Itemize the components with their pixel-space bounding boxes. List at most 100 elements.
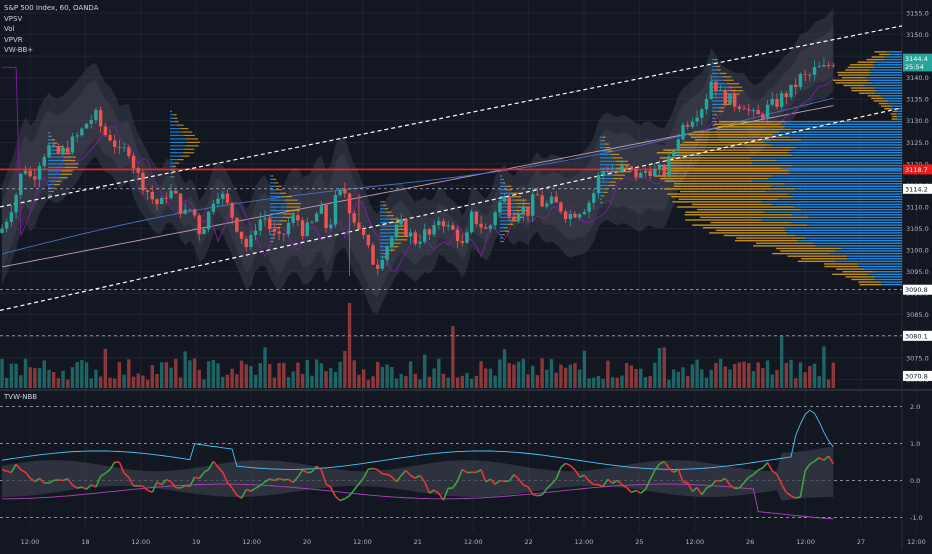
candle-body <box>376 265 379 269</box>
candle-body <box>94 110 97 120</box>
profile-bar-up <box>762 219 902 220</box>
price-tick-label: 3075.0 <box>906 354 929 362</box>
profile-bar-up <box>785 183 902 184</box>
profile-bar-up <box>772 204 902 205</box>
candle-body <box>198 215 201 234</box>
candle-body <box>52 145 55 146</box>
session-bar-down <box>729 90 743 91</box>
volume-bar <box>5 378 8 388</box>
profile-bar-up <box>875 276 902 277</box>
session-bar-up <box>270 241 272 242</box>
price-label: 3080.1 <box>905 332 928 340</box>
session-bar-down <box>49 198 50 199</box>
volume-bar <box>724 366 727 388</box>
volume-bar <box>484 368 487 388</box>
profile-bar-down <box>891 113 897 114</box>
time-tick-label: 26 <box>746 538 754 546</box>
profile-bar-up <box>795 235 902 236</box>
candle-body <box>634 169 637 178</box>
profile-bar-up <box>778 199 902 200</box>
profile-bar-down <box>669 170 789 171</box>
candle-body <box>122 147 125 148</box>
candle-body <box>648 171 651 176</box>
volume-bar <box>564 368 567 388</box>
volume-bar <box>334 372 337 388</box>
price-tick-label: 3095.0 <box>906 268 929 276</box>
legend-item-vol[interactable]: Vol <box>4 24 98 35</box>
volume-bar <box>353 360 356 388</box>
candle-body <box>348 194 351 214</box>
legend-item-vpvr[interactable]: VPVR <box>4 35 98 46</box>
candle-body <box>742 109 745 110</box>
volume-bar <box>61 371 64 388</box>
candle-body <box>104 126 107 135</box>
volume-bar <box>813 364 816 388</box>
indicator-title[interactable]: TVW-NBB <box>4 393 37 401</box>
session-bar-up <box>500 234 503 235</box>
candle-body <box>601 171 604 175</box>
candle-body <box>400 219 403 224</box>
profile-bar-down <box>872 56 885 57</box>
session-bar-down <box>63 160 75 161</box>
volume-bar <box>677 372 680 388</box>
session-bar-down <box>507 224 513 225</box>
session-bar-down <box>384 205 387 206</box>
volume-bar <box>592 378 595 388</box>
profile-bar-up <box>877 90 902 91</box>
candle-body <box>573 214 576 218</box>
profile-bar-up <box>768 178 902 179</box>
legend-item-vwbb[interactable]: VW-BB+ <box>4 45 98 56</box>
profile-bar-up <box>868 274 902 275</box>
session-bar-up <box>600 147 606 148</box>
session-bar-up <box>500 186 506 187</box>
volume-bar <box>146 380 149 388</box>
volume-bar <box>268 364 271 388</box>
volume-bar <box>625 363 628 388</box>
volume-bar <box>43 360 46 388</box>
profile-bar-down <box>860 284 882 285</box>
candle-body <box>287 223 290 234</box>
volume-bar <box>385 364 388 388</box>
profile-bar-down <box>881 105 892 106</box>
profile-bar-up <box>764 142 902 143</box>
session-bar-down <box>604 188 608 189</box>
candle-body <box>733 93 736 106</box>
volume-bar <box>808 366 811 388</box>
candle-body <box>625 165 628 166</box>
candle-body <box>188 209 191 210</box>
candle-body <box>709 82 712 99</box>
candle-body <box>113 141 116 147</box>
osc-main-segment <box>345 496 350 499</box>
osc-main-segment <box>148 490 153 492</box>
legend-item-vpsv[interactable]: VPSV <box>4 14 98 25</box>
volume-bar <box>19 375 22 388</box>
profile-bar-up <box>884 59 902 60</box>
volume-bar <box>371 376 374 388</box>
legend-symbol[interactable]: S&P 500 Index, 60, OANDA <box>4 3 98 14</box>
profile-bar-down <box>892 118 898 119</box>
session-bar-up <box>170 111 171 112</box>
candle-body <box>315 214 318 222</box>
profile-bar-up <box>773 134 902 135</box>
session-bar-up <box>712 100 723 101</box>
candle-body <box>268 218 271 229</box>
volume-bar <box>277 363 280 388</box>
session-bar-down <box>604 192 607 193</box>
session-bar-up <box>380 246 390 247</box>
candle-body <box>226 194 229 203</box>
session-bar-down <box>287 203 301 204</box>
osc-main-segment <box>284 479 289 480</box>
profile-bar-down <box>798 261 835 262</box>
volume-bar <box>446 378 449 388</box>
session-bar-up <box>500 175 501 176</box>
time-tick-label: 19 <box>192 538 200 546</box>
volume-bar <box>24 359 27 388</box>
profile-bar-up <box>792 155 902 156</box>
volume-bar <box>306 360 309 388</box>
profile-bar-up <box>798 240 902 241</box>
profile-bar-up <box>892 105 902 106</box>
profile-bar-up <box>884 98 902 99</box>
volume-bar <box>404 376 407 388</box>
